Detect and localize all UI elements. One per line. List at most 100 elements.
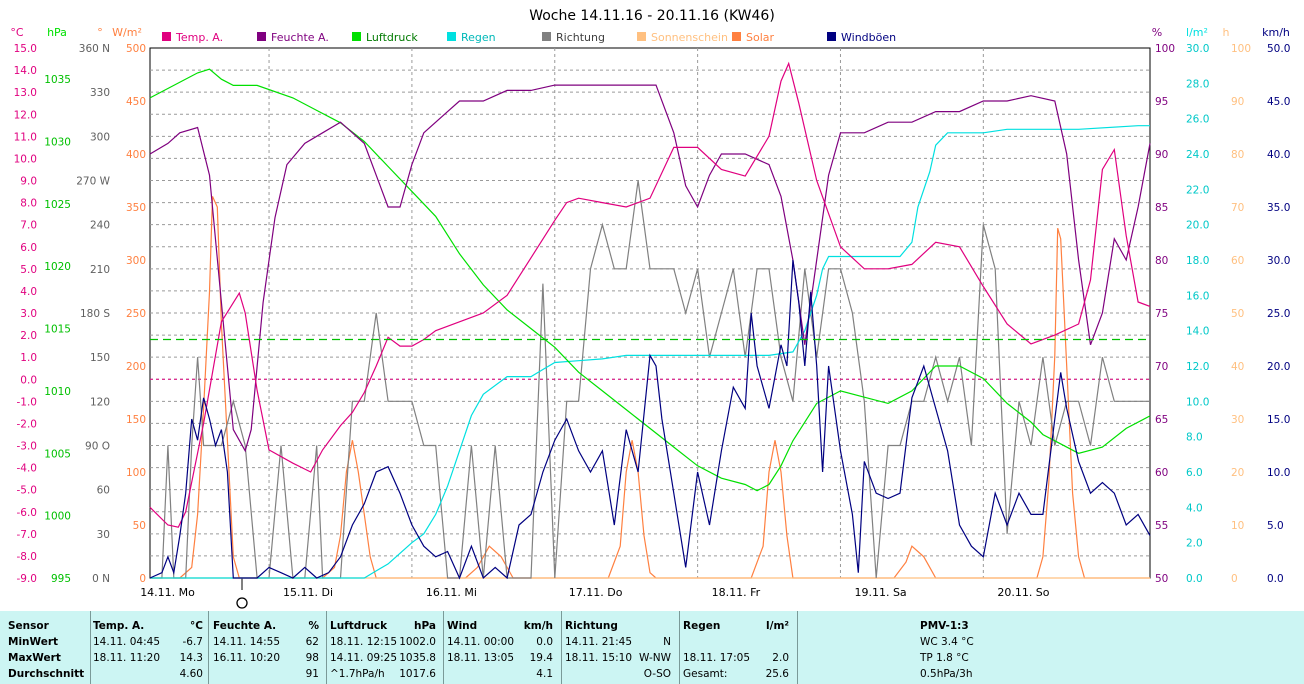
stat-value: 4.1 bbox=[536, 668, 553, 680]
pmv-header: PMV-1:3 bbox=[920, 620, 969, 632]
stat-timestamp: 14.11. 04:45 bbox=[93, 636, 160, 648]
direction-tick-label: 240 bbox=[90, 220, 110, 232]
stat-col-unit: % bbox=[308, 620, 319, 632]
unit-label: % bbox=[1152, 26, 1162, 39]
temp-tick-label: -1.0 bbox=[17, 396, 38, 408]
stat-value: W-NW bbox=[639, 652, 671, 664]
direction-tick-label: 360 N bbox=[79, 43, 110, 55]
unit-label: km/h bbox=[1262, 26, 1290, 39]
direction-tick-label: 270 W bbox=[76, 176, 110, 188]
temp-tick-label: -2.0 bbox=[17, 418, 38, 430]
pressure-tick-label: 1035 bbox=[44, 74, 71, 86]
stat-timestamp: 14.11. 21:45 bbox=[565, 636, 632, 648]
sunshine-tick-label: 0 bbox=[1231, 573, 1238, 585]
stat-value: 25.6 bbox=[765, 668, 789, 680]
temp-tick-label: 5.0 bbox=[20, 264, 37, 276]
stat-col-unit: km/h bbox=[523, 620, 553, 632]
column-divider bbox=[443, 611, 444, 684]
solar-tick-label: 500 bbox=[126, 43, 146, 55]
direction-tick-label: 90 O bbox=[85, 441, 110, 453]
column-divider bbox=[90, 611, 91, 684]
temp-tick-label: 13.0 bbox=[14, 87, 37, 99]
day-label: 20.11. So bbox=[997, 586, 1049, 599]
temp-tick-label: 14.0 bbox=[14, 65, 37, 77]
pressure-tick-label: 1000 bbox=[44, 511, 71, 523]
unit-label: h bbox=[1223, 26, 1230, 39]
wind-tick-label: 10.0 bbox=[1267, 467, 1290, 479]
direction-tick-label: 60 bbox=[97, 485, 110, 497]
stat-timestamp: 14.11. 09:25 bbox=[330, 652, 397, 664]
pressure-tick-label: 995 bbox=[51, 573, 71, 585]
legend-label: Sonnenschein bbox=[651, 31, 728, 44]
legend-label: Richtung bbox=[556, 31, 605, 44]
direction-tick-label: 300 bbox=[90, 131, 110, 143]
column-divider bbox=[208, 611, 209, 684]
rain-tick-label: 12.0 bbox=[1186, 361, 1209, 373]
temp-tick-label: 6.0 bbox=[20, 242, 37, 254]
solar-tick-label: 50 bbox=[133, 520, 146, 532]
humidity-tick-label: 100 bbox=[1155, 43, 1175, 55]
sunshine-tick-label: 60 bbox=[1231, 255, 1244, 267]
wind-tick-label: 35.0 bbox=[1267, 202, 1290, 214]
direction-tick-label: 180 S bbox=[80, 308, 110, 320]
stat-value: O-SO bbox=[643, 668, 671, 680]
humidity-tick-label: 50 bbox=[1155, 573, 1168, 585]
rain-tick-label: 26.0 bbox=[1186, 114, 1209, 126]
solar-tick-label: 300 bbox=[126, 255, 146, 267]
solar-tick-label: 200 bbox=[126, 361, 146, 373]
wind-tick-label: 20.0 bbox=[1267, 361, 1290, 373]
legend-swatch bbox=[352, 32, 361, 41]
stat-col-header: Temp. A. bbox=[93, 620, 145, 632]
rain-tick-label: 24.0 bbox=[1186, 149, 1209, 161]
unit-label: l/m² bbox=[1186, 26, 1208, 39]
temp-tick-label: 3.0 bbox=[20, 308, 37, 320]
wind-tick-label: 0.0 bbox=[1267, 573, 1284, 585]
stat-timestamp: 18.11. 17:05 bbox=[683, 652, 750, 664]
rain-tick-label: 22.0 bbox=[1186, 184, 1209, 196]
rain-tick-label: 10.0 bbox=[1186, 396, 1209, 408]
legend-swatch bbox=[637, 32, 646, 41]
humidity-tick-label: 80 bbox=[1155, 255, 1168, 267]
stat-col-unit: hPa bbox=[414, 620, 436, 632]
stat-row-label: MinWert bbox=[8, 636, 59, 648]
unit-label: W/m² bbox=[112, 26, 142, 39]
stat-value: N bbox=[663, 636, 671, 648]
humidity-tick-label: 75 bbox=[1155, 308, 1168, 320]
stat-value: 1035.8 bbox=[399, 652, 436, 664]
legend-swatch bbox=[542, 32, 551, 41]
stat-col-header: Regen bbox=[683, 620, 721, 632]
wind-tick-label: 40.0 bbox=[1267, 149, 1290, 161]
unit-label: °C bbox=[10, 26, 24, 39]
humidity-tick-label: 60 bbox=[1155, 467, 1168, 479]
rain-tick-label: 6.0 bbox=[1186, 467, 1203, 479]
legend-swatch bbox=[257, 32, 266, 41]
stat-row-label: Durchschnitt bbox=[8, 668, 85, 680]
rain-tick-label: 28.0 bbox=[1186, 78, 1209, 90]
stat-timestamp: 18.11. 15:10 bbox=[565, 652, 632, 664]
rain-tick-label: 30.0 bbox=[1186, 43, 1209, 55]
stat-col-unit: °C bbox=[190, 620, 203, 632]
humidity-tick-label: 95 bbox=[1155, 96, 1168, 108]
solar-tick-label: 450 bbox=[126, 96, 146, 108]
stat-timestamp: 18.11. 12:15 bbox=[330, 636, 397, 648]
day-label: 16.11. Mi bbox=[426, 586, 477, 599]
temp-tick-label: -9.0 bbox=[17, 573, 38, 585]
direction-tick-label: 30 bbox=[97, 529, 110, 541]
pmv-value: WC 3.4 °C bbox=[920, 636, 974, 648]
direction-tick-label: 150 bbox=[90, 352, 110, 364]
stat-timestamp: ^1.7hPa/h bbox=[330, 668, 385, 680]
rain-tick-label: 20.0 bbox=[1186, 220, 1209, 232]
temp-tick-label: 9.0 bbox=[20, 176, 37, 188]
humidity-tick-label: 70 bbox=[1155, 361, 1168, 373]
sunshine-tick-label: 70 bbox=[1231, 202, 1244, 214]
wind-tick-label: 30.0 bbox=[1267, 255, 1290, 267]
sunshine-tick-label: 100 bbox=[1231, 43, 1251, 55]
unit-label: ° bbox=[97, 26, 103, 39]
stat-col-unit: l/m² bbox=[766, 620, 789, 632]
stat-col-header: Richtung bbox=[565, 620, 618, 632]
direction-tick-label: 0 N bbox=[92, 573, 110, 585]
solar-tick-label: 350 bbox=[126, 202, 146, 214]
stat-value: 14.3 bbox=[179, 652, 203, 664]
legend-label: Regen bbox=[461, 31, 496, 44]
rain-tick-label: 0.0 bbox=[1186, 573, 1203, 585]
